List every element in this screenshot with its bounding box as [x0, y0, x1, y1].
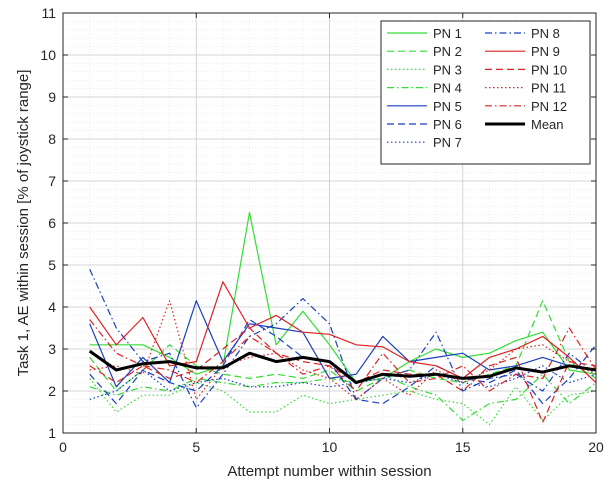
legend-label-mean: Mean — [531, 117, 564, 132]
legend-label-pn-10: PN 10 — [531, 62, 567, 77]
x-tick-label: 10 — [322, 439, 338, 455]
axis-ticks: 0 5 10 15 20 1 2 3 4 5 6 7 8 9 10 11 — [40, 5, 604, 455]
series-line-pn-6 — [89, 319, 597, 405]
x-tick-label: 15 — [455, 439, 471, 455]
series-line-pn-10 — [89, 327, 597, 424]
legend-label-pn-9: PN 9 — [531, 44, 560, 59]
x-tick-label: 0 — [59, 439, 67, 455]
series-line-pn-11 — [89, 300, 597, 400]
legend-label-pn-1: PN 1 — [433, 26, 462, 41]
y-tick-label: 10 — [40, 47, 56, 63]
y-tick-label: 9 — [48, 89, 56, 105]
legend-label-pn-5: PN 5 — [433, 99, 462, 114]
series-line-pn-5 — [89, 300, 597, 388]
series-line-pn-9 — [89, 281, 597, 384]
y-tick-label: 1 — [48, 425, 56, 441]
series-line-pn-4 — [89, 373, 597, 421]
y-axis-label: Task 1, AE within session [% of joystick… — [15, 70, 32, 377]
legend-box — [380, 20, 591, 165]
series-line-mean — [88, 349, 597, 385]
y-tick-label: 6 — [48, 215, 56, 231]
x-axis-label: Attempt number within session — [227, 463, 431, 480]
legend-label-pn-7: PN 7 — [433, 135, 462, 150]
legend: PN 1 PN 2 PN 3 PN 4 PN 5 PN 6 PN 7 PN 8 PN 9 PN 1… — [380, 20, 591, 165]
series-layer — [88, 211, 597, 426]
legend-label-pn-3: PN 3 — [433, 62, 462, 77]
legend-label-pn-8: PN 8 — [531, 26, 560, 41]
legend-label-pn-12: PN 12 — [531, 99, 567, 114]
y-tick-label: 3 — [48, 341, 56, 357]
series-line-pn-7 — [89, 365, 597, 400]
y-tick-label: 2 — [48, 383, 56, 399]
series-line-pn-12 — [89, 319, 597, 392]
x-tick-label: 20 — [588, 439, 604, 455]
y-tick-label: 8 — [48, 131, 56, 147]
x-tick-label: 5 — [192, 439, 200, 455]
y-tick-label: 11 — [41, 5, 56, 21]
legend-label-pn-2: PN 2 — [433, 44, 462, 59]
y-tick-label: 4 — [48, 299, 56, 315]
y-tick-label: 7 — [48, 173, 56, 189]
legend-label-pn-4: PN 4 — [433, 81, 462, 96]
series-line-pn-1 — [89, 211, 597, 384]
y-tick-label: 5 — [48, 257, 56, 273]
legend-label-pn-6: PN 6 — [433, 117, 462, 132]
legend-label-pn-11: PN 11 — [531, 81, 566, 96]
